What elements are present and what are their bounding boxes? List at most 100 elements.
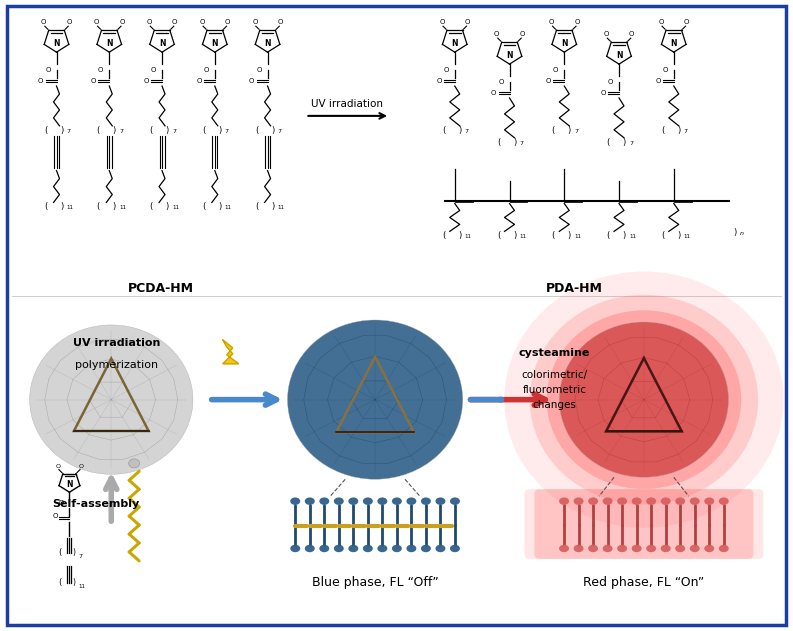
Text: ): ) xyxy=(568,232,571,240)
Ellipse shape xyxy=(363,545,373,552)
Ellipse shape xyxy=(392,545,402,552)
Ellipse shape xyxy=(504,271,783,528)
Ellipse shape xyxy=(348,545,358,552)
Text: 11: 11 xyxy=(67,206,74,211)
Text: N: N xyxy=(159,38,165,47)
Text: (: ( xyxy=(58,578,61,587)
Text: (: ( xyxy=(497,138,500,147)
Ellipse shape xyxy=(675,545,685,552)
Text: N: N xyxy=(671,38,677,47)
Ellipse shape xyxy=(603,497,612,505)
Text: (: ( xyxy=(661,126,665,135)
Text: fluorometric: fluorometric xyxy=(523,385,586,395)
Ellipse shape xyxy=(661,497,671,505)
Text: ): ) xyxy=(59,203,63,211)
Text: 7: 7 xyxy=(278,129,282,134)
Text: 11: 11 xyxy=(684,234,691,239)
Text: ): ) xyxy=(458,232,462,240)
Text: O: O xyxy=(519,31,525,37)
Text: ): ) xyxy=(513,138,516,147)
Text: ): ) xyxy=(677,126,680,135)
Text: (: ( xyxy=(552,126,555,135)
Ellipse shape xyxy=(632,545,642,552)
Text: N: N xyxy=(66,480,73,489)
Text: (: ( xyxy=(607,232,610,240)
Text: O: O xyxy=(41,19,47,25)
Ellipse shape xyxy=(690,497,699,505)
Text: N: N xyxy=(616,50,623,59)
Text: O: O xyxy=(603,31,609,37)
Text: 11: 11 xyxy=(519,234,527,239)
Ellipse shape xyxy=(392,497,402,505)
Text: PDA-HM: PDA-HM xyxy=(546,282,603,295)
Text: Red phase, FL “On”: Red phase, FL “On” xyxy=(584,576,704,589)
Text: (: ( xyxy=(44,126,47,135)
Ellipse shape xyxy=(530,295,758,504)
Text: 7: 7 xyxy=(119,129,123,134)
Text: O: O xyxy=(436,78,442,84)
Text: O: O xyxy=(249,78,255,84)
Text: O: O xyxy=(79,464,83,469)
Ellipse shape xyxy=(320,545,329,552)
Ellipse shape xyxy=(407,497,416,505)
Ellipse shape xyxy=(377,497,387,505)
Text: O: O xyxy=(684,19,689,25)
Text: (: ( xyxy=(442,232,446,240)
Ellipse shape xyxy=(288,320,462,480)
Text: ): ) xyxy=(623,232,626,240)
Text: N: N xyxy=(53,38,59,47)
Text: O: O xyxy=(498,79,504,85)
Ellipse shape xyxy=(435,497,446,505)
Ellipse shape xyxy=(450,497,460,505)
Text: O: O xyxy=(144,78,149,84)
Text: colorimetric/: colorimetric/ xyxy=(521,370,588,380)
Text: 7: 7 xyxy=(684,129,688,134)
Ellipse shape xyxy=(421,497,431,505)
Text: O: O xyxy=(607,79,613,85)
Text: O: O xyxy=(439,19,445,25)
Ellipse shape xyxy=(617,545,627,552)
Text: N: N xyxy=(561,38,568,47)
Ellipse shape xyxy=(334,545,344,552)
Ellipse shape xyxy=(661,545,671,552)
Ellipse shape xyxy=(617,497,627,505)
Text: ): ) xyxy=(72,548,75,557)
Text: O: O xyxy=(38,78,44,84)
Ellipse shape xyxy=(128,459,140,468)
Text: O: O xyxy=(600,90,606,96)
Text: O: O xyxy=(98,67,103,73)
Text: ): ) xyxy=(113,126,116,135)
Ellipse shape xyxy=(646,497,656,505)
Text: O: O xyxy=(252,19,258,25)
Text: O: O xyxy=(655,78,661,84)
Ellipse shape xyxy=(29,325,193,475)
Text: 11: 11 xyxy=(629,234,636,239)
Text: ): ) xyxy=(271,126,274,135)
Text: ): ) xyxy=(623,138,626,147)
Text: 7: 7 xyxy=(574,129,578,134)
Text: ): ) xyxy=(271,203,274,211)
Text: O: O xyxy=(494,31,500,37)
Text: ): ) xyxy=(113,203,116,211)
Ellipse shape xyxy=(435,545,446,552)
Text: Blue phase, FL “Off”: Blue phase, FL “Off” xyxy=(312,576,439,589)
Text: O: O xyxy=(59,500,64,506)
Text: polymerization: polymerization xyxy=(75,360,158,370)
Text: (: ( xyxy=(97,203,100,211)
Text: Self-assembly: Self-assembly xyxy=(52,499,140,509)
Text: O: O xyxy=(658,19,664,25)
Text: 7: 7 xyxy=(224,129,228,134)
Text: O: O xyxy=(278,19,283,25)
Ellipse shape xyxy=(675,497,685,505)
Text: (: ( xyxy=(442,126,446,135)
Ellipse shape xyxy=(305,497,315,505)
Text: N: N xyxy=(106,38,113,47)
Text: O: O xyxy=(574,19,580,25)
Text: n: n xyxy=(740,232,744,237)
Text: ): ) xyxy=(72,578,75,587)
Ellipse shape xyxy=(704,545,714,552)
Text: ): ) xyxy=(458,126,462,135)
Ellipse shape xyxy=(559,322,729,477)
Text: (: ( xyxy=(497,232,500,240)
Ellipse shape xyxy=(718,497,729,505)
